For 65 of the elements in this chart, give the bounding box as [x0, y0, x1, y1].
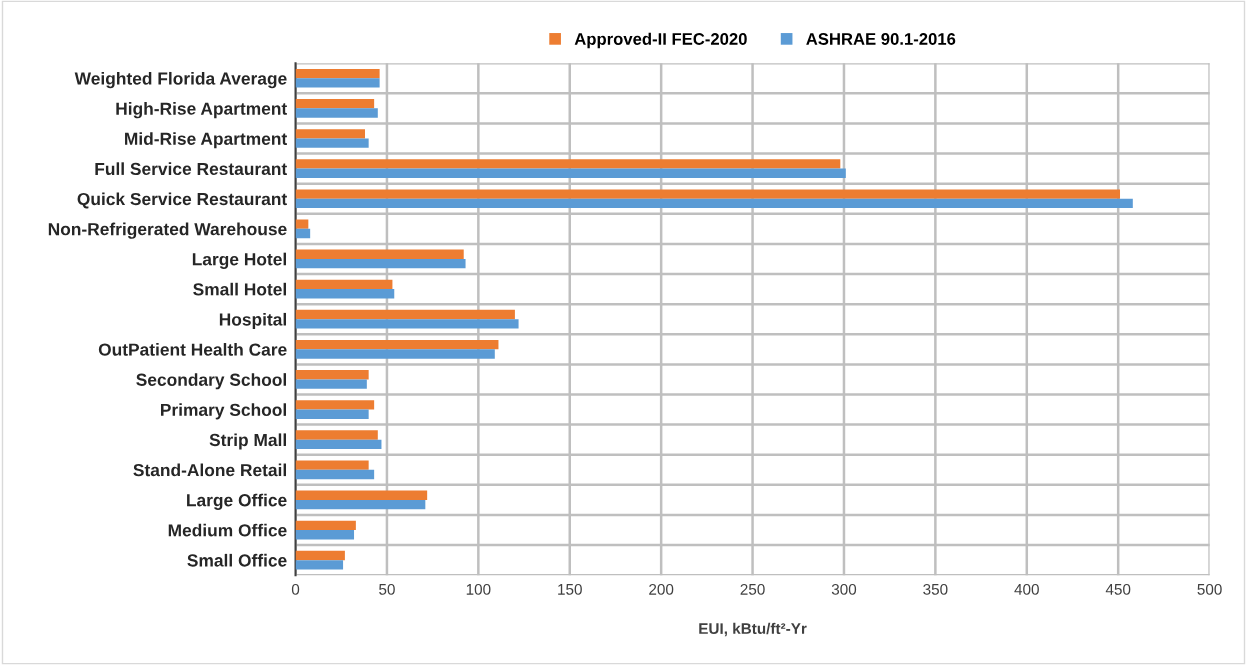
x-axis-title: EUI, kBtu/ft²-Yr	[699, 622, 807, 637]
bar	[295, 168, 846, 178]
bar	[295, 78, 380, 88]
y-tick-label: Small Hotel	[193, 282, 286, 296]
bar	[295, 409, 369, 419]
y-tick-label: Secondary School	[136, 373, 286, 390]
bar	[295, 279, 393, 290]
bar	[295, 400, 375, 410]
x-tick-label: 450	[1105, 583, 1131, 595]
bar	[295, 499, 426, 510]
bar	[295, 159, 841, 169]
x-tick-label: 300	[831, 583, 857, 595]
x-tick-label: 100	[466, 583, 491, 595]
y-tick-label: Non-Refrigerated Warehouse	[48, 222, 287, 239]
y-tick-label: Quick Service Restaurant	[77, 192, 288, 209]
bar	[295, 68, 380, 79]
x-tick-label: 0	[291, 583, 300, 595]
bar	[295, 560, 344, 570]
y-tick-label: Hospital	[219, 312, 286, 330]
bar	[295, 138, 369, 148]
bar	[295, 379, 367, 389]
bar	[295, 370, 369, 380]
bar	[295, 258, 466, 269]
y-tick-label: Small Office	[187, 553, 287, 567]
y-tick-label: Primary School	[161, 403, 286, 420]
x-tick-label: 150	[558, 583, 582, 595]
x-tick-label: 500	[1197, 583, 1222, 595]
y-tick-label: OutPatient Health Care	[98, 343, 287, 356]
legend-label: ASHRAE 90.1-2016	[806, 33, 956, 45]
y-tick-label: Strip Mall	[209, 433, 286, 450]
bar	[295, 198, 1133, 209]
bar	[295, 249, 464, 259]
x-tick-label: 250	[740, 583, 765, 595]
x-tick-label: 200	[649, 583, 674, 595]
bar	[295, 349, 495, 359]
bar	[295, 460, 369, 470]
x-tick-label: 50	[379, 583, 395, 595]
bar	[295, 108, 378, 118]
x-tick-label: 400	[1014, 583, 1039, 595]
bar	[295, 319, 519, 329]
bar	[295, 339, 499, 350]
bar	[295, 430, 378, 440]
bar	[295, 289, 395, 299]
bar	[295, 469, 375, 480]
bar	[295, 309, 515, 320]
bar	[295, 189, 1121, 199]
y-tick-label: Medium Office	[168, 523, 287, 537]
y-tick-label: Stand-Alone Retail	[133, 463, 286, 477]
bar	[295, 439, 382, 450]
bar	[295, 550, 345, 561]
bar	[295, 99, 375, 109]
legend-label: Approved-II FEC-2020	[574, 32, 747, 49]
bar	[295, 129, 366, 139]
bar	[295, 219, 309, 229]
y-tick-label: Large Hotel	[192, 252, 286, 269]
y-tick-label: Large Office	[187, 493, 287, 510]
y-tick-label: Full Service Restaurant	[95, 162, 288, 176]
bar	[295, 530, 355, 540]
bar	[295, 520, 356, 531]
y-tick-label: Weighted Florida Average	[74, 71, 287, 89]
x-tick-label: 350	[923, 583, 948, 595]
y-tick-label: High-Rise Apartment	[116, 102, 287, 119]
bar	[295, 228, 311, 239]
bar	[295, 490, 428, 500]
y-tick-label: Mid-Rise Apartment	[125, 132, 287, 149]
